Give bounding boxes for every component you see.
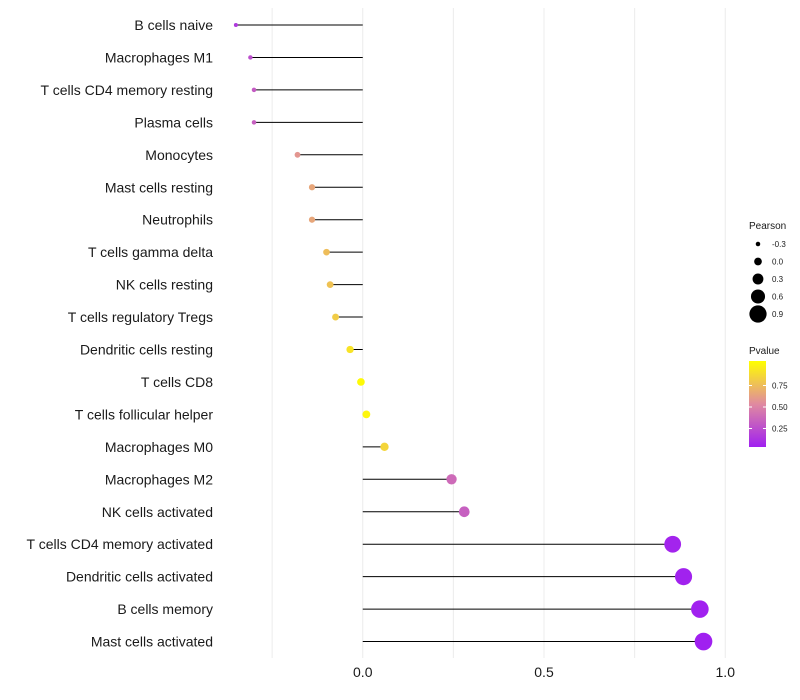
lollipop-point bbox=[675, 568, 693, 586]
category-label: T cells CD4 memory activated bbox=[27, 536, 213, 552]
category-label: Dendritic cells activated bbox=[66, 569, 213, 585]
lollipop-point bbox=[233, 23, 238, 27]
lollipop-point bbox=[308, 184, 316, 191]
grid-layer bbox=[271, 8, 726, 658]
category-label: Monocytes bbox=[145, 147, 213, 163]
lollipop-point bbox=[251, 120, 257, 125]
category-label: NK cells activated bbox=[102, 504, 213, 520]
category-label: B cells naive bbox=[134, 17, 213, 33]
lollipop-point bbox=[446, 474, 457, 485]
x-tick-label: 0.5 bbox=[534, 664, 554, 680]
lollipop-point bbox=[694, 632, 713, 651]
category-label: Mast cells resting bbox=[105, 179, 213, 195]
category-label: Neutrophils bbox=[142, 212, 213, 228]
category-label: Macrophages M1 bbox=[105, 49, 213, 65]
x-tick-label: 1.0 bbox=[716, 664, 736, 680]
legend-pearson-label: 0.6 bbox=[772, 293, 784, 302]
category-label: T cells gamma delta bbox=[88, 244, 213, 260]
legend-pearson-key bbox=[749, 305, 767, 323]
lollipop-point bbox=[664, 535, 682, 553]
category-label: Macrophages M2 bbox=[105, 471, 213, 487]
category-label: Macrophages M0 bbox=[105, 439, 213, 455]
legend-pvalue-label: 0.50 bbox=[772, 403, 788, 412]
legend-pvalue-label: 0.25 bbox=[772, 425, 788, 434]
category-label: Dendritic cells resting bbox=[80, 342, 213, 358]
lollipop-point bbox=[251, 87, 257, 93]
x-axis-tick-labels: 0.0 0.5 1.0 bbox=[353, 664, 735, 680]
lollipop-point bbox=[323, 248, 330, 256]
category-label: T cells follicular helper bbox=[75, 406, 214, 422]
x-tick-label: 0.0 bbox=[353, 664, 373, 680]
lollipop-point bbox=[357, 378, 365, 386]
lollipop-point bbox=[326, 281, 334, 288]
lollipop-point bbox=[294, 151, 301, 158]
lollipop-point bbox=[458, 506, 470, 518]
lollipop-point bbox=[691, 600, 709, 618]
legend-pvalue-label: 0.75 bbox=[772, 382, 788, 391]
legend-pearson-key bbox=[752, 273, 764, 285]
legend-pearson-label: 0.9 bbox=[772, 310, 784, 319]
category-label: T cells CD8 bbox=[141, 374, 213, 390]
point-layer bbox=[233, 23, 713, 651]
lollipop-point bbox=[362, 410, 371, 419]
legend-pvalue-colorbar bbox=[749, 361, 766, 447]
category-labels: B cells naive Macrophages M1 T cells CD4 m… bbox=[27, 17, 214, 650]
lollipop-point bbox=[248, 55, 253, 60]
legend-pearson: Pearson -0.3 0.0 0.3 0.6 0.9 bbox=[749, 221, 786, 323]
lollipop-point bbox=[308, 216, 316, 223]
legend-pearson-key bbox=[754, 257, 762, 266]
legend-pearson-label: 0.0 bbox=[772, 258, 784, 267]
legend-pvalue: Pvalue 0.75 0.50 0.25 bbox=[749, 346, 788, 447]
legend-pearson-title: Pearson bbox=[749, 221, 786, 232]
legend-pvalue-title: Pvalue bbox=[749, 346, 780, 357]
category-label: Plasma cells bbox=[134, 114, 213, 130]
category-label: NK cells resting bbox=[116, 277, 213, 293]
legend-pearson-label: -0.3 bbox=[772, 240, 786, 249]
stem-layer bbox=[235, 24, 704, 643]
category-label: Mast cells activated bbox=[91, 634, 213, 650]
legend-pearson-label: 0.3 bbox=[772, 275, 784, 284]
category-label: T cells CD4 memory resting bbox=[41, 82, 213, 98]
legend-pearson-key bbox=[755, 241, 761, 247]
lollipop-point bbox=[332, 313, 340, 321]
lollipop-point bbox=[380, 442, 389, 452]
lollipop-point bbox=[346, 345, 354, 354]
category-label: B cells memory bbox=[117, 601, 213, 617]
legend-pearson-key bbox=[750, 289, 766, 304]
category-label: T cells regulatory Tregs bbox=[68, 309, 213, 325]
